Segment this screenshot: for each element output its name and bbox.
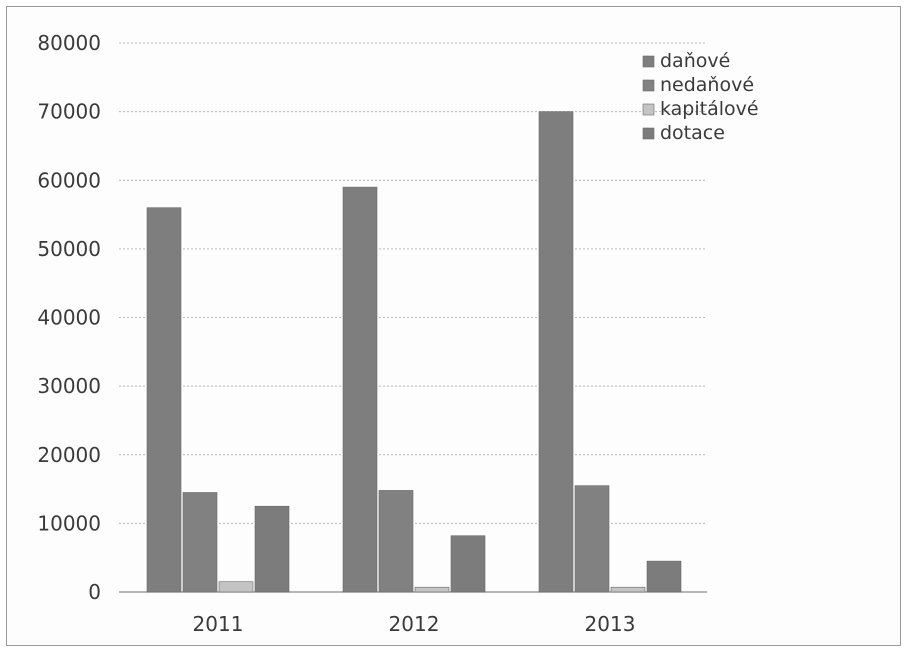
- y-tick-label: 30000: [37, 374, 101, 398]
- y-tick-label: 0: [88, 580, 101, 604]
- legend-swatch: [642, 103, 655, 116]
- bar-daňové-2011: [146, 207, 182, 593]
- bar-kapitálové-2011: [218, 581, 254, 593]
- bar-kapitálové-2013: [610, 586, 646, 593]
- bar-daňové-2012: [342, 186, 378, 593]
- bar-nedaňové-2011: [182, 492, 218, 593]
- y-tick-label: 10000: [37, 511, 101, 535]
- bar-dotace-2012: [450, 535, 486, 593]
- y-tick-label: 80000: [37, 31, 101, 55]
- legend-label: kapitálové: [660, 98, 759, 120]
- y-axis-tick-labels: 0 10000 20000 30000 40000 50000 60000 70000 8000…: [37, 31, 101, 604]
- legend-swatch: [642, 55, 655, 68]
- x-category-label: 2012: [389, 612, 440, 636]
- bar-nedaňové-2012: [378, 490, 414, 593]
- y-tick-label: 70000: [37, 100, 101, 124]
- bar-dotace-2011: [254, 505, 290, 593]
- y-tick-label: 40000: [37, 306, 101, 330]
- bars-layer: [146, 111, 682, 593]
- chart-frame: 0 10000 20000 30000 40000 50000 60000 70000 8000…: [6, 6, 901, 646]
- y-tick-label: 60000: [37, 168, 101, 192]
- legend-label: daňové: [660, 50, 730, 72]
- bar-nedaňové-2013: [574, 485, 610, 593]
- y-tick-label: 50000: [37, 237, 101, 261]
- x-axis-category-labels: 2011 2012 2013: [193, 612, 636, 636]
- legend-swatch: [642, 127, 655, 140]
- legend-label: dotace: [660, 122, 725, 144]
- bar-kapitálové-2012: [414, 586, 450, 593]
- legend-label: nedaňové: [660, 74, 754, 96]
- x-category-label: 2013: [585, 612, 636, 636]
- legend-swatch: [642, 79, 655, 92]
- y-tick-label: 20000: [37, 443, 101, 467]
- x-category-label: 2011: [193, 612, 244, 636]
- bar-dotace-2013: [646, 560, 682, 593]
- bar-daňové-2013: [538, 111, 574, 593]
- bar-chart: 0 10000 20000 30000 40000 50000 60000 70000 8000…: [37, 31, 759, 636]
